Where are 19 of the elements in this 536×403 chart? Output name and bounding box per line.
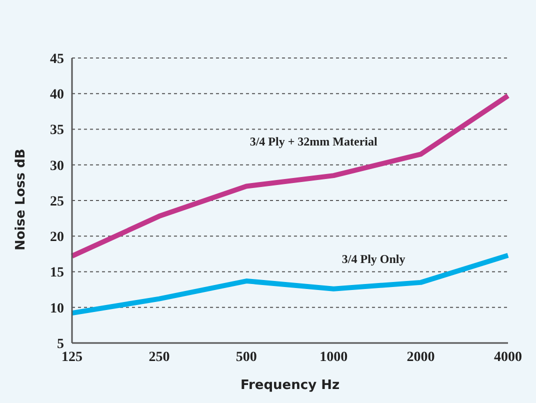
y-tick-label: 5 xyxy=(57,336,64,352)
x-tick-label: 1000 xyxy=(320,350,348,365)
x-tick-label: 250 xyxy=(148,350,170,365)
y-tick-label: 30 xyxy=(50,158,64,174)
x-tick-label: 500 xyxy=(236,350,257,365)
y-tick-label: 35 xyxy=(50,123,64,138)
y-tick-label: 45 xyxy=(50,52,64,67)
series-label: 3/4 Ply + 32mm Material xyxy=(250,134,378,149)
x-tick-label: 125 xyxy=(62,350,82,365)
y-tick-label: 10 xyxy=(50,301,64,316)
y-axis-title: Noise Loss dB xyxy=(14,148,29,250)
x-tick-label: 4000 xyxy=(494,350,522,365)
y-tick-label: 25 xyxy=(50,194,64,210)
x-axis-title: Frequency Hz xyxy=(240,378,340,393)
y-tick-label: 15 xyxy=(50,266,64,281)
y-tick-label: 40 xyxy=(50,88,64,103)
x-tick-label: 2000 xyxy=(406,350,435,365)
series-label: 3/4 Ply Only xyxy=(342,252,406,266)
y-tick-label: 20 xyxy=(50,230,64,246)
